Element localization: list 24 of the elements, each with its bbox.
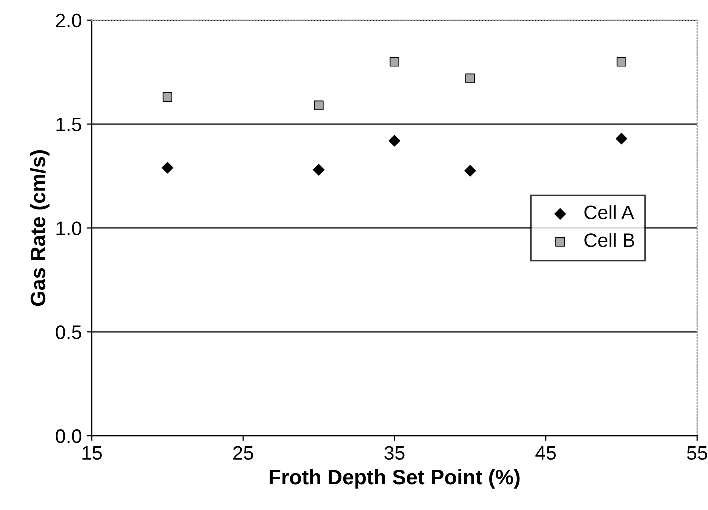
point xyxy=(162,92,173,102)
point xyxy=(313,164,325,176)
y-tick-label: 1.5 xyxy=(56,118,82,132)
y-tick-label: 2.0 xyxy=(56,14,82,28)
y-tick-label: 0.5 xyxy=(56,326,82,340)
x-tick-label: 15 xyxy=(82,446,102,460)
point xyxy=(162,162,174,174)
point xyxy=(464,165,476,177)
legend-label: Cell A xyxy=(584,205,634,220)
point xyxy=(616,57,627,67)
y-tick-label: 0.0 xyxy=(56,430,82,444)
x-axis-title: Froth Depth Set Point (%) xyxy=(270,469,520,489)
x-tick-label: 35 xyxy=(384,446,405,460)
point xyxy=(466,74,476,84)
x-tick-label: 25 xyxy=(234,446,254,460)
x-tick-label: 55 xyxy=(687,446,708,460)
point xyxy=(616,133,628,145)
x-tick-label: 45 xyxy=(536,446,556,460)
y-tick-label: 1.0 xyxy=(56,222,82,236)
point xyxy=(388,135,401,147)
point xyxy=(390,57,400,67)
legend-label: Cell B xyxy=(584,233,635,248)
y-axis-title: Gas Rate (cm/s) xyxy=(30,150,50,306)
point xyxy=(314,100,324,110)
